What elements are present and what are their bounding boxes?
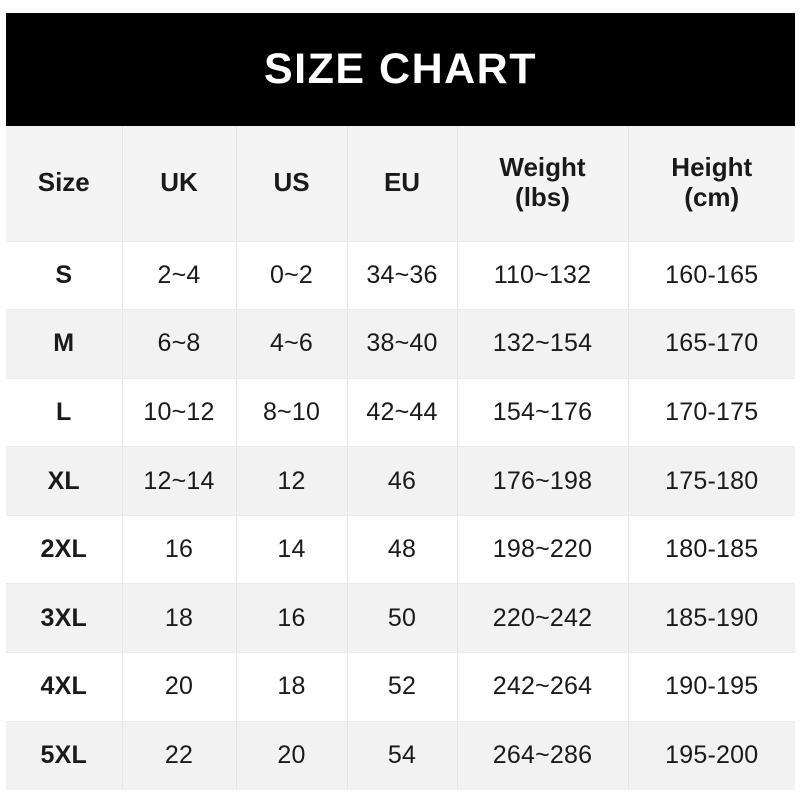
table-header-row: Size UK US EU Weight (lbs) Height (cm) <box>6 126 795 242</box>
size-chart-table: Size UK US EU Weight (lbs) Height (cm) <box>6 126 795 790</box>
cell-uk: 18 <box>122 583 237 654</box>
table-row: S 2~4 0~2 34~36 110~132 160-165 <box>6 241 795 311</box>
column-header-us: US <box>236 126 348 242</box>
cell-uk: 2~4 <box>122 241 237 311</box>
column-header-uk-label: UK <box>160 167 198 198</box>
cell-us: 4~6 <box>236 309 348 379</box>
column-header-size: Size <box>6 126 123 242</box>
table-header: Size UK US EU Weight (lbs) Height (cm) <box>6 126 795 242</box>
cell-eu: 54 <box>347 721 458 790</box>
column-header-weight-label: Weight <box>499 152 586 183</box>
column-header-height-unit: (cm) <box>684 182 740 213</box>
cell-size: S <box>6 241 123 311</box>
cell-height: 190-195 <box>628 652 795 722</box>
cell-us: 20 <box>236 721 348 790</box>
cell-size: 2XL <box>6 515 123 585</box>
cell-weight: 220~242 <box>457 583 629 654</box>
cell-weight: 110~132 <box>457 241 629 311</box>
table-row: XL 12~14 12 46 176~198 175-180 <box>6 446 795 516</box>
table-row: M 6~8 4~6 38~40 132~154 165-170 <box>6 309 795 379</box>
cell-us: 16 <box>236 583 348 654</box>
title-banner: SIZE CHART <box>6 13 795 126</box>
cell-us: 8~10 <box>236 378 348 448</box>
cell-weight: 154~176 <box>457 378 629 448</box>
cell-weight: 176~198 <box>457 446 629 516</box>
cell-eu: 38~40 <box>347 309 458 379</box>
cell-eu: 34~36 <box>347 241 458 311</box>
column-header-size-label: Size <box>37 167 90 198</box>
cell-uk: 10~12 <box>122 378 237 448</box>
table-body: S 2~4 0~2 34~36 110~132 160-165 M 6~8 4~… <box>6 241 795 790</box>
table-row: 5XL 22 20 54 264~286 195-200 <box>6 721 795 790</box>
table-row: 3XL 18 16 50 220~242 185-190 <box>6 583 795 654</box>
cell-eu: 46 <box>347 446 458 516</box>
size-chart-container: SIZE CHART Size UK US EU <box>6 13 795 790</box>
cell-height: 185-190 <box>628 583 795 654</box>
cell-uk: 16 <box>122 515 237 585</box>
cell-height: 175-180 <box>628 446 795 516</box>
column-header-weight: Weight (lbs) <box>457 126 629 242</box>
column-header-eu-label: EU <box>383 167 421 198</box>
cell-size: XL <box>6 446 123 516</box>
table-row: L 10~12 8~10 42~44 154~176 170-175 <box>6 378 795 448</box>
cell-us: 0~2 <box>236 241 348 311</box>
cell-height: 165-170 <box>628 309 795 379</box>
cell-us: 18 <box>236 652 348 722</box>
cell-size: M <box>6 309 123 379</box>
cell-height: 195-200 <box>665 741 759 770</box>
cell-us: 14 <box>236 515 348 585</box>
cell-height: 160-165 <box>628 241 795 311</box>
cell-size: 4XL <box>6 652 123 722</box>
cell-weight: 198~220 <box>457 515 629 585</box>
cell-uk: 6~8 <box>122 309 237 379</box>
cell-weight: 242~264 <box>457 652 629 722</box>
cell-height: 170-175 <box>628 378 795 448</box>
cell-height: 180-185 <box>628 515 795 585</box>
cell-eu: 48 <box>347 515 458 585</box>
cell-weight: 132~154 <box>457 309 629 379</box>
column-header-height-label: Height <box>671 152 753 183</box>
column-header-us-label: US <box>273 167 310 198</box>
cell-uk: 20 <box>122 652 237 722</box>
cell-weight: 264~286 <box>457 721 629 790</box>
table-row: 2XL 16 14 48 198~220 180-185 <box>6 515 795 585</box>
column-header-height: Height (cm) <box>628 126 795 242</box>
cell-size: 5XL <box>6 721 123 790</box>
cell-eu: 50 <box>347 583 458 654</box>
cell-size: 3XL <box>6 583 123 654</box>
cell-uk: 22 <box>122 721 237 790</box>
column-header-uk: UK <box>122 126 237 242</box>
cell-eu: 42~44 <box>347 378 458 448</box>
cell-uk: 12~14 <box>122 446 237 516</box>
cell-eu: 52 <box>347 652 458 722</box>
cell-size: L <box>6 378 123 448</box>
page-title: SIZE CHART <box>264 45 537 93</box>
column-header-eu: EU <box>347 126 458 242</box>
table-row: 4XL 20 18 52 242~264 190-195 <box>6 652 795 722</box>
column-header-weight-unit: (lbs) <box>515 182 570 213</box>
cell-us: 12 <box>236 446 348 516</box>
